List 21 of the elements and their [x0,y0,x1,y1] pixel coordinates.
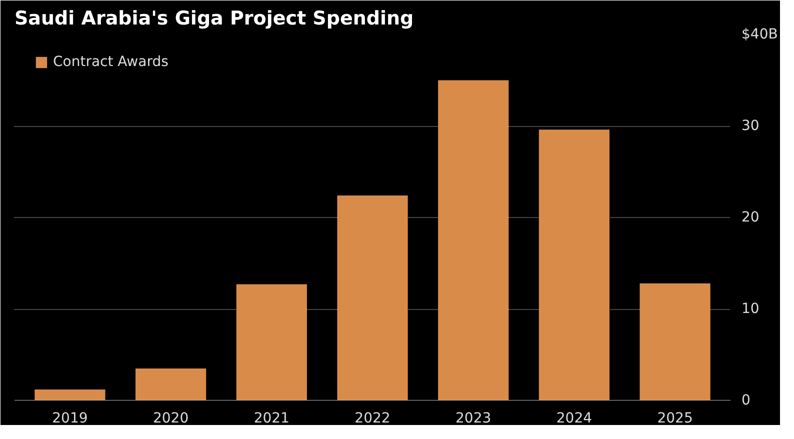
bar [236,284,307,400]
x-tick-label: 2024 [556,410,592,426]
x-tick-label: 2022 [354,410,390,426]
bar [337,196,408,400]
bar [438,80,509,400]
legend-label: Contract Awards [53,54,168,70]
bar [538,130,610,400]
y-tick-label: 0 [742,392,750,408]
x-tick-label: 2019 [52,410,88,426]
x-tick-label: 2021 [254,410,290,426]
x-tick-label: 2023 [456,410,492,426]
chart-title: Saudi Arabia's Giga Project Spending [14,8,414,30]
bar [640,283,710,400]
bar [136,368,206,400]
y-tick-label: 30 [742,118,760,134]
x-tick-label: 2025 [657,410,693,426]
x-tick-label: 2020 [152,410,189,426]
bar [34,390,106,400]
y-tick-label: 10 [742,301,760,317]
y-tick-label: $40B [742,26,778,42]
y-tick-label: 20 [742,210,760,226]
